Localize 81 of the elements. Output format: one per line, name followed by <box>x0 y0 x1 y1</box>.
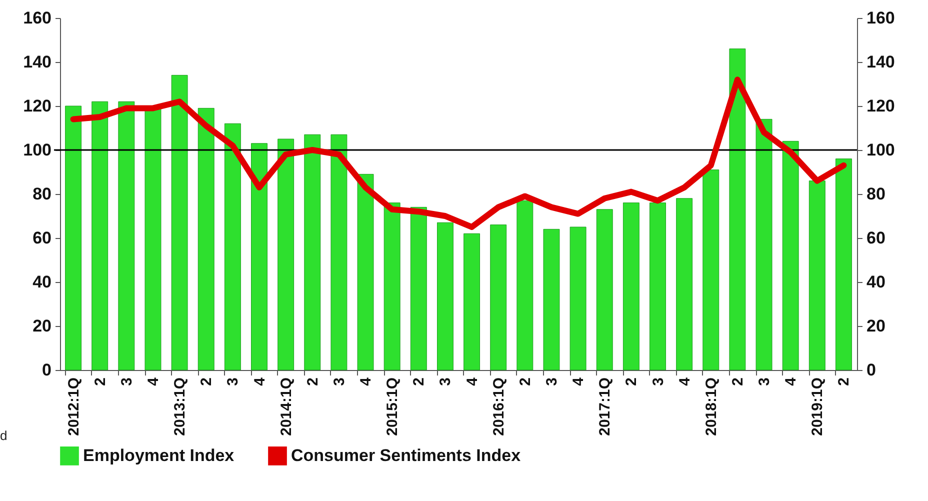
bar <box>330 134 348 370</box>
bar <box>756 118 772 370</box>
bar <box>198 108 214 370</box>
bar <box>702 170 720 370</box>
y-tick-label: 100 <box>23 140 52 160</box>
x-tick-label: 2013:1Q <box>172 377 189 436</box>
y2-tick-label: 40 <box>866 272 886 292</box>
bar <box>570 226 586 370</box>
x-tick-label: 4 <box>251 376 268 386</box>
x-tick-label: 3 <box>330 378 348 386</box>
bar <box>171 74 188 370</box>
legend-label: Consumer Sentiments Index <box>291 446 522 465</box>
y2-tick-label: 0 <box>866 360 876 380</box>
x-tick-label: 4 <box>782 376 800 386</box>
x-tick-label: 4 <box>144 376 162 386</box>
bar <box>357 174 374 370</box>
bar <box>464 233 480 370</box>
bar <box>278 138 294 370</box>
x-tick-label: 2015:1Q <box>384 377 402 436</box>
x-tick-label: 4 <box>464 376 481 386</box>
bar <box>65 106 82 370</box>
y2-tick-label: 20 <box>866 316 886 336</box>
x-tick-label: 2014:1Q <box>278 377 295 436</box>
x-tick-label: 2 <box>623 378 640 386</box>
bar <box>516 200 534 370</box>
x-tick-label: 2018:1Q <box>702 377 720 436</box>
bar <box>543 228 560 370</box>
bar <box>490 224 507 370</box>
bar <box>729 48 746 370</box>
x-tick-label: 3 <box>118 378 136 386</box>
x-tick-label: 2019:1Q <box>809 377 826 436</box>
x-tick-label: 4 <box>358 376 375 386</box>
bar <box>144 108 162 370</box>
x-tick-label: 3 <box>650 378 667 386</box>
bar <box>676 198 693 370</box>
y-tick-label: 60 <box>32 228 52 248</box>
y-tick-label: 20 <box>32 316 52 336</box>
bar <box>436 222 454 370</box>
bar <box>410 206 427 370</box>
y2-tick-label: 100 <box>866 140 895 160</box>
legend-label: Employment Index <box>83 446 235 465</box>
x-tick-label: 3 <box>224 378 242 386</box>
x-tick-label: 2 <box>729 378 746 386</box>
y-tick-label: 120 <box>23 96 52 116</box>
x-tick-label: 2 <box>410 378 428 386</box>
y-tick-label: 80 <box>32 184 52 204</box>
x-tick-label: 2 <box>836 378 853 386</box>
x-tick-label: 4 <box>570 376 588 386</box>
bar <box>224 123 241 370</box>
x-tick-label: 2017:1Q <box>596 377 614 436</box>
x-tick-label: 2 <box>516 378 534 386</box>
x-tick-label: 2016:1Q <box>490 377 508 436</box>
bar <box>384 202 400 370</box>
text: d <box>0 428 8 443</box>
bar <box>596 209 613 370</box>
x-tick-label: 3 <box>437 378 454 386</box>
bar <box>808 180 826 370</box>
x-tick-label: 3 <box>543 378 560 386</box>
x-tick-label: 3 <box>756 378 774 386</box>
y2-tick-label: 160 <box>866 8 895 28</box>
bar <box>622 202 640 370</box>
y-tick-label: 0 <box>42 360 52 380</box>
y-tick-label: 160 <box>23 8 52 28</box>
x-tick-label: 2 <box>198 378 216 386</box>
bar <box>92 101 108 370</box>
bar <box>835 158 852 370</box>
y2-tick-label: 60 <box>866 228 886 248</box>
bar <box>251 143 268 370</box>
y2-tick-label: 80 <box>866 184 886 204</box>
bar <box>650 202 666 370</box>
bar <box>304 134 321 370</box>
y-tick-label: 140 <box>23 52 52 72</box>
x-tick-label: 2 <box>92 378 109 386</box>
y2-tick-label: 120 <box>866 96 895 116</box>
y-tick-label: 40 <box>32 272 52 292</box>
bar <box>782 140 799 370</box>
y2-tick-label: 140 <box>866 52 895 72</box>
x-tick-label: 4 <box>676 376 694 386</box>
x-tick-label: 2012:1Q <box>65 377 82 436</box>
x-tick-label: 2 <box>304 378 322 386</box>
bar <box>118 101 135 370</box>
